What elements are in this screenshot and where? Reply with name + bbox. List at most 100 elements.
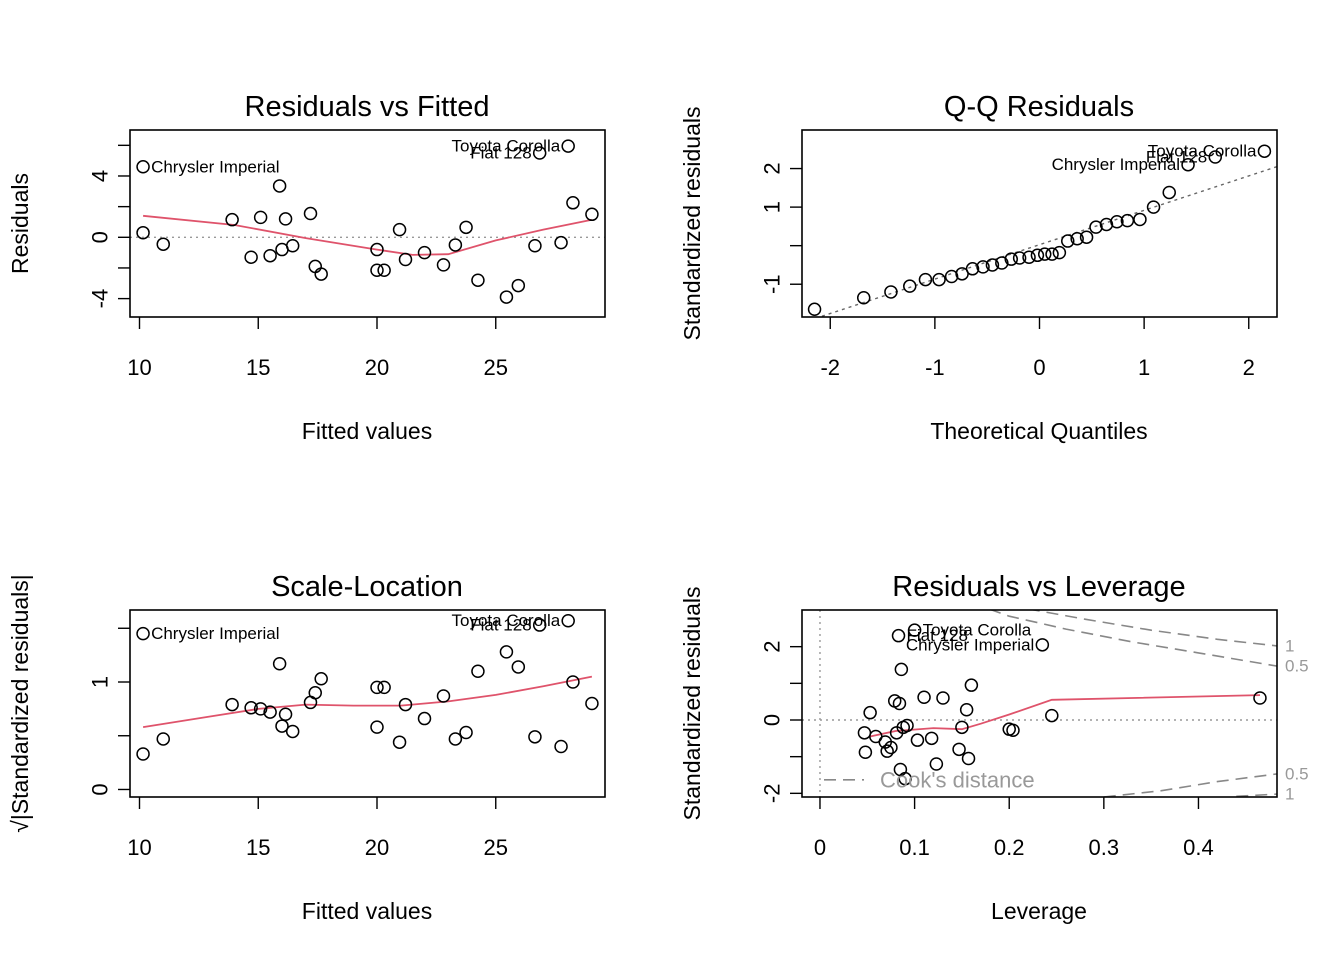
data-point	[417, 245, 432, 260]
data-point	[1012, 251, 1027, 265]
data-point	[392, 735, 407, 749]
y-tick-label: -2	[760, 784, 785, 804]
y-tick-label: 2	[760, 162, 785, 174]
data-point	[448, 732, 463, 746]
smoother-line	[142, 675, 593, 728]
x-tick-label: 20	[365, 835, 389, 860]
data-point	[1099, 217, 1114, 232]
x-axis-label: Fitted values	[302, 418, 432, 444]
data-point	[944, 269, 959, 284]
data-point	[370, 720, 384, 734]
cooks-distance-contour	[1236, 793, 1277, 797]
data-point	[884, 285, 898, 299]
data-point	[225, 697, 239, 712]
data-point	[459, 725, 473, 740]
data-point	[1110, 215, 1124, 229]
data-point	[136, 626, 150, 641]
data-point	[917, 690, 931, 705]
x-tick-label: 0	[1033, 355, 1045, 380]
smoother-line	[143, 214, 593, 256]
x-axis-label: Theoretical Quantiles	[930, 418, 1147, 444]
point-label: Chrysler Imperial	[1052, 155, 1180, 174]
data-point	[1257, 144, 1272, 158]
data-point	[898, 771, 912, 786]
data-point	[285, 724, 300, 739]
data-point	[1253, 691, 1267, 705]
data-point	[253, 702, 268, 716]
data-point	[1037, 247, 1052, 261]
data-point	[1030, 248, 1045, 263]
data-point	[976, 260, 990, 274]
data-point	[314, 267, 328, 281]
point-label: Fiat 128	[907, 626, 968, 645]
chart-title: Residuals vs Leverage	[892, 571, 1185, 603]
point-label: Chrysler Imperial	[151, 624, 279, 643]
data-point	[1035, 638, 1050, 652]
data-point	[436, 689, 451, 703]
data-point	[1004, 252, 1019, 266]
cooks-distance-legend: Cook's distance	[880, 767, 1035, 792]
x-tick-label: 25	[484, 835, 508, 860]
data-point	[528, 730, 542, 744]
chart-title: Q-Q Residuals	[944, 91, 1134, 123]
residuals-vs-leverage-panel: Residuals vs Leverage Leverage Standardize…	[679, 571, 1309, 924]
point-label: Fiat 128	[470, 143, 531, 162]
data-point	[903, 279, 917, 293]
x-tick-label: 20	[365, 355, 389, 380]
data-point	[532, 618, 547, 632]
qq-residuals-panel: Q-Q Residuals Theoretical Quantiles Standa…	[679, 91, 1278, 444]
plot-frame	[801, 609, 1278, 798]
data-point	[278, 707, 293, 721]
data-point	[511, 660, 526, 674]
data-point	[918, 272, 933, 287]
data-point	[136, 160, 150, 174]
x-tick-label: 0.3	[1089, 835, 1120, 860]
plot-frame	[129, 129, 606, 318]
data-point	[1060, 234, 1075, 248]
x-tick-label: 0.2	[994, 835, 1025, 860]
data-point	[964, 678, 979, 692]
data-point	[561, 139, 575, 153]
chart-title: Scale-Location	[271, 571, 463, 603]
data-point	[511, 278, 526, 293]
data-point	[244, 250, 258, 264]
cooks-level-label: 0.5	[1285, 764, 1309, 783]
y-axis-label: Standardized residuals	[679, 587, 705, 821]
data-point	[244, 701, 258, 715]
data-point	[225, 212, 239, 227]
data-point	[929, 757, 944, 771]
data-point	[900, 718, 914, 733]
plot-area	[817, 165, 1277, 317]
point-label: Fiat 128	[1146, 147, 1207, 166]
data-point	[436, 258, 451, 272]
data-point	[253, 210, 268, 225]
data-point	[936, 691, 950, 705]
data-point	[499, 645, 514, 659]
x-axis-label: Leverage	[991, 898, 1087, 924]
y-tick-label: 0	[760, 714, 785, 726]
plot-area	[142, 675, 593, 728]
point-label: Chrysler Imperial	[151, 157, 279, 176]
data-point	[370, 680, 384, 695]
y-axis-label: Standardized residuals	[679, 107, 705, 341]
y-tick-label: 0	[88, 231, 113, 243]
data-point	[308, 686, 322, 700]
point-label: Toyota Corolla	[452, 137, 561, 156]
data-point	[156, 732, 170, 746]
y-tick-label: 2	[760, 641, 785, 653]
data-point	[459, 220, 473, 235]
x-tick-label: 10	[127, 355, 151, 380]
y-tick-label: 4	[88, 170, 113, 182]
data-point	[532, 146, 547, 160]
data-point	[377, 263, 391, 277]
data-point	[1162, 185, 1176, 200]
x-tick-label: 1	[1138, 355, 1150, 380]
data-point	[961, 751, 976, 766]
data-point	[263, 705, 277, 719]
data-point	[554, 235, 568, 250]
point-label: Fiat 128	[470, 616, 531, 635]
y-tick-label: 1	[88, 676, 113, 688]
x-tick-label: 2	[1243, 355, 1255, 380]
x-tick-label: 15	[246, 835, 270, 860]
data-point	[807, 302, 822, 317]
